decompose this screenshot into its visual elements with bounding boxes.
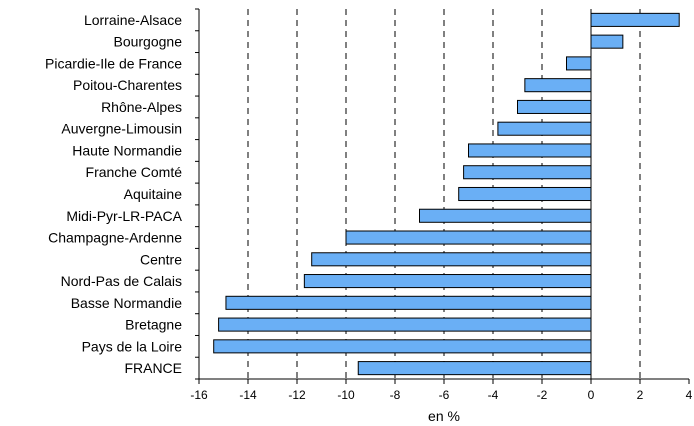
x-axis-title: en % <box>428 408 460 424</box>
bar <box>463 165 592 180</box>
category-label: Lorraine-Alsace <box>84 12 182 28</box>
x-tick-label: -12 <box>288 388 306 402</box>
bar <box>345 230 592 245</box>
category-label: Franche Comté <box>86 164 183 180</box>
x-tick-label: -6 <box>439 388 450 402</box>
category-label: Rhône-Alpes <box>101 99 182 115</box>
category-label: Auvergne-Limousin <box>61 121 182 137</box>
x-tick-labels: -16 -14 -12 -10 -8 -6 -4 -2 0 2 4 <box>190 388 692 402</box>
category-label: Bretagne <box>125 317 182 333</box>
bar <box>524 78 592 93</box>
bar <box>590 12 680 27</box>
category-label: Nord-Pas de Calais <box>61 273 182 289</box>
category-label: Haute Normandie <box>72 142 182 158</box>
bar <box>357 361 592 376</box>
category-label: Aquitaine <box>124 186 183 202</box>
x-tick-label: -2 <box>537 388 548 402</box>
category-label: Bourgogne <box>113 34 182 50</box>
x-tick-label: -10 <box>337 388 355 402</box>
bar <box>213 339 592 354</box>
x-tick-label: 4 <box>686 388 693 402</box>
x-tick-label: -14 <box>239 388 257 402</box>
bar <box>303 274 592 289</box>
category-label: Poitou-Charentes <box>73 77 182 93</box>
bar <box>225 295 592 310</box>
bar <box>566 56 592 71</box>
category-label: Basse Normandie <box>71 295 182 311</box>
bar <box>419 208 592 223</box>
grid-lines <box>247 9 641 379</box>
x-tick-label: 0 <box>588 388 595 402</box>
bar <box>497 121 592 136</box>
bar <box>590 34 624 49</box>
category-label: FRANCE <box>124 360 182 376</box>
category-label: Centre <box>140 251 182 267</box>
bar <box>458 186 592 202</box>
category-label: Midi-Pyr-LR-PACA <box>66 208 182 224</box>
bar <box>218 317 592 332</box>
category-label: Picardie-Ile de France <box>45 55 182 71</box>
bar <box>311 252 592 267</box>
category-label: Champagne-Ardenne <box>48 230 182 246</box>
bar <box>468 143 592 158</box>
bar <box>517 99 592 114</box>
category-label: Pays de la Loire <box>82 338 183 354</box>
axes <box>195 8 690 384</box>
category-labels: Lorraine-Alsace Bourgogne Picardie-Ile de … <box>45 12 183 376</box>
x-tick-label: -16 <box>190 388 208 402</box>
bars <box>213 12 680 376</box>
x-tick-label: -4 <box>488 388 499 402</box>
x-tick-label: 2 <box>637 388 644 402</box>
x-tick-label: -8 <box>390 388 401 402</box>
